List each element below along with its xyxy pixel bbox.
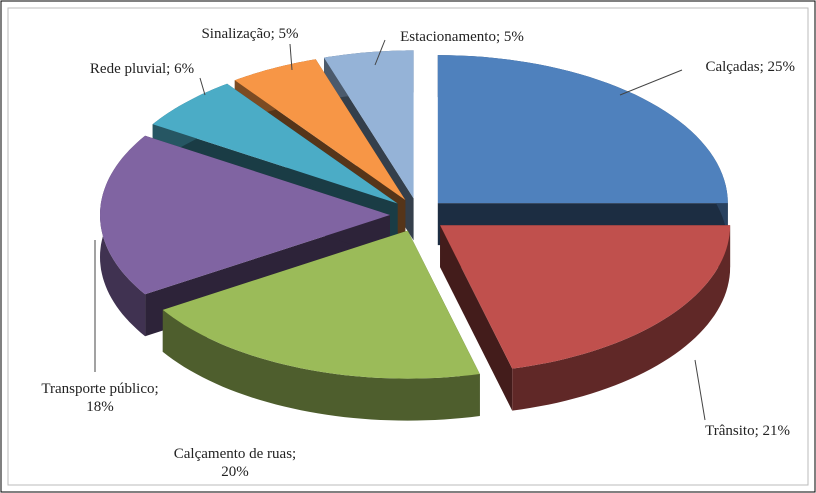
slice [162, 230, 480, 379]
data-label: Sinalização; 5% [201, 26, 298, 42]
data-label: Rede pluvial; 6% [90, 61, 194, 77]
slice-wall [512, 225, 731, 411]
data-label: Calçamento de ruas; 20% [174, 446, 296, 480]
data-label: Calçadas; 25% [705, 59, 795, 75]
slice-side [440, 225, 513, 411]
slice [440, 225, 731, 369]
data-label: Estacionamento; 5% [400, 29, 524, 45]
data-label: Trânsito; 21% [705, 423, 790, 439]
slice [437, 55, 728, 204]
leader-line [374, 39, 386, 66]
leader-line [289, 43, 293, 71]
slice-wall [162, 309, 480, 421]
slice [324, 50, 414, 199]
leader-line [199, 77, 206, 96]
slice [234, 59, 406, 200]
slice [152, 83, 398, 204]
leader-line [619, 69, 683, 96]
slice [100, 135, 390, 295]
data-label: Transporte público; 18% [41, 381, 158, 415]
leader-line [694, 359, 706, 421]
